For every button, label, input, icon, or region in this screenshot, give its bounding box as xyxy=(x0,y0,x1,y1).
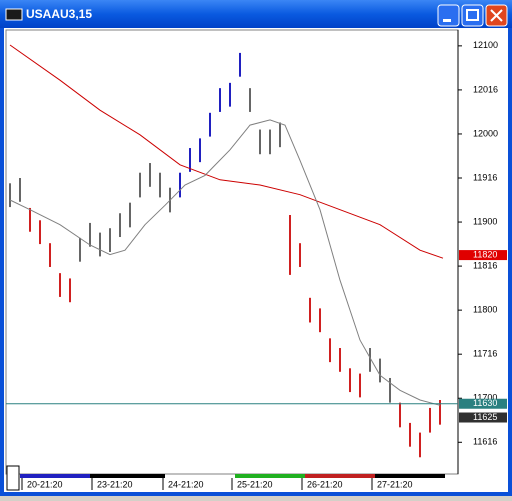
price-marker xyxy=(459,398,507,409)
price-bar xyxy=(179,172,181,198)
x-tick-label: 25-21:20 xyxy=(237,479,273,489)
price-marker xyxy=(459,250,507,261)
price-bar xyxy=(9,183,11,208)
price-bar xyxy=(399,402,401,428)
moving-average xyxy=(9,119,441,406)
price-bar xyxy=(299,243,301,267)
close-button[interactable] xyxy=(485,4,508,27)
price-bar xyxy=(309,297,311,323)
y-tick-label: 11616 xyxy=(473,437,497,447)
x-tick-label: 26-21:20 xyxy=(307,479,343,489)
price-bar xyxy=(429,407,431,433)
price-marker-label: 11625 xyxy=(473,412,497,422)
price-bar xyxy=(59,273,61,297)
x-tick-label: 27-21:20 xyxy=(377,479,413,489)
max-button[interactable] xyxy=(461,4,484,27)
price-bar xyxy=(79,237,81,262)
price-bar xyxy=(259,129,261,155)
price-bar xyxy=(249,88,251,112)
price-bar xyxy=(149,163,151,187)
x-tick-label: 23-21:20 xyxy=(97,479,133,489)
moving-average xyxy=(9,44,444,259)
price-bar xyxy=(379,358,381,383)
y-tick-label: 12016 xyxy=(473,84,498,94)
x-tick-label: 20-21:20 xyxy=(27,479,63,489)
time-strip xyxy=(20,474,445,478)
price-bar xyxy=(349,368,351,393)
price-bar xyxy=(339,348,341,372)
title-bar xyxy=(0,0,512,28)
price-bar xyxy=(89,222,91,247)
price-bar xyxy=(419,432,421,458)
price-bar xyxy=(19,178,21,202)
y-tick-label: 11716 xyxy=(473,349,497,359)
price-bar xyxy=(99,232,101,257)
window-title: USAAU3,15 xyxy=(26,7,92,21)
price-bar xyxy=(29,207,31,232)
price-bar xyxy=(39,220,41,245)
price-bar xyxy=(369,348,371,372)
x-tick-label: 24-21:20 xyxy=(168,479,204,489)
price-bar xyxy=(219,88,221,112)
price-bar xyxy=(319,308,321,333)
y-tick-label: 12100 xyxy=(473,40,498,50)
price-bar xyxy=(239,52,241,77)
y-tick-label: 11916 xyxy=(473,172,497,182)
price-marker-label: 11820 xyxy=(473,249,497,259)
price-bar xyxy=(119,213,121,238)
y-tick-label: 11900 xyxy=(473,216,497,226)
price-bar xyxy=(389,377,391,403)
price-bar xyxy=(289,215,291,275)
price-bar xyxy=(49,243,51,267)
price-bar xyxy=(129,202,131,228)
price-bar xyxy=(279,122,281,148)
price-marker-label: 11630 xyxy=(473,398,497,408)
price-bar xyxy=(139,172,141,198)
price-bar xyxy=(109,228,111,252)
scroll-box[interactable] xyxy=(6,465,20,491)
price-bar xyxy=(69,278,71,303)
price-bar xyxy=(199,138,201,163)
app-icon xyxy=(5,8,23,21)
price-bar xyxy=(159,172,161,198)
plot-area xyxy=(5,29,459,475)
price-bar xyxy=(189,148,191,172)
price-bar xyxy=(329,338,331,363)
y-tick-label: 11800 xyxy=(473,305,497,315)
price-bar xyxy=(359,373,361,398)
y-tick-label: 12000 xyxy=(473,128,498,138)
price-marker xyxy=(459,412,507,423)
price-bar xyxy=(209,112,211,137)
price-bar xyxy=(269,129,271,155)
price-bar xyxy=(229,82,231,107)
price-bar xyxy=(439,400,441,425)
price-bar xyxy=(409,422,411,447)
y-tick-label: 11700 xyxy=(473,393,497,403)
y-tick-label: 11816 xyxy=(473,260,497,270)
min-button[interactable] xyxy=(437,4,460,27)
